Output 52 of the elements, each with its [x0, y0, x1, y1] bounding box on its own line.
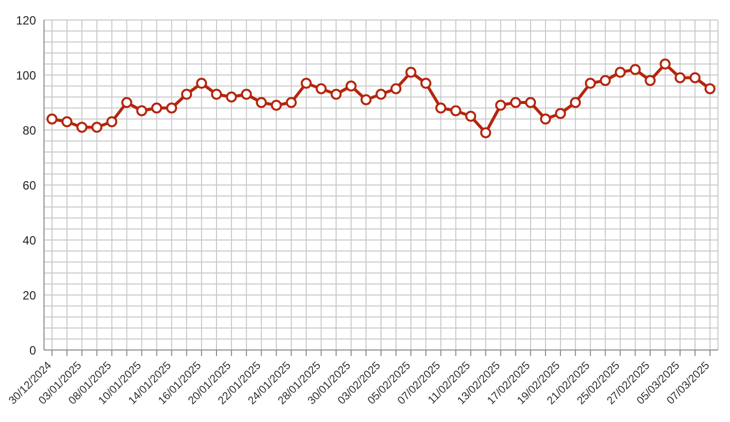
point [330, 88, 342, 100]
point [450, 105, 462, 116]
point [376, 88, 386, 100]
point [540, 114, 551, 124]
point [614, 66, 626, 78]
point [166, 102, 178, 114]
y-tick-label: 120 [16, 13, 36, 28]
point [525, 97, 536, 108]
point [196, 78, 208, 89]
point [584, 78, 596, 89]
point [181, 88, 192, 100]
point [226, 92, 237, 102]
point [91, 122, 102, 133]
y-tick-label: 80 [22, 123, 36, 138]
point [644, 75, 656, 86]
point [286, 97, 297, 108]
point [76, 122, 88, 133]
y-tick-label: 20 [22, 288, 36, 302]
point [480, 127, 492, 138]
point [674, 72, 686, 84]
point [600, 75, 611, 86]
y-tick-label: 40 [22, 233, 36, 248]
point [46, 114, 58, 124]
point [240, 88, 252, 100]
point [510, 97, 522, 108]
point [211, 88, 222, 100]
point [570, 97, 581, 108]
point [61, 116, 72, 128]
point [106, 116, 118, 128]
y-tick-label: 60 [22, 178, 36, 192]
point [630, 64, 641, 75]
point [435, 102, 446, 114]
point [690, 72, 701, 84]
point [554, 108, 566, 119]
point [256, 97, 267, 108]
point [136, 105, 148, 116]
point [660, 58, 671, 70]
point [495, 100, 506, 111]
point [300, 78, 312, 89]
y-tick-label: 0 [29, 343, 36, 358]
point [704, 83, 716, 94]
point [151, 102, 162, 114]
point [270, 100, 282, 111]
point [465, 110, 476, 122]
point [390, 83, 402, 94]
point [360, 94, 372, 106]
point [420, 78, 432, 89]
point [121, 97, 132, 108]
point [405, 66, 416, 78]
y-tick-label: 100 [16, 68, 36, 82]
point [346, 80, 357, 92]
point [316, 83, 327, 94]
